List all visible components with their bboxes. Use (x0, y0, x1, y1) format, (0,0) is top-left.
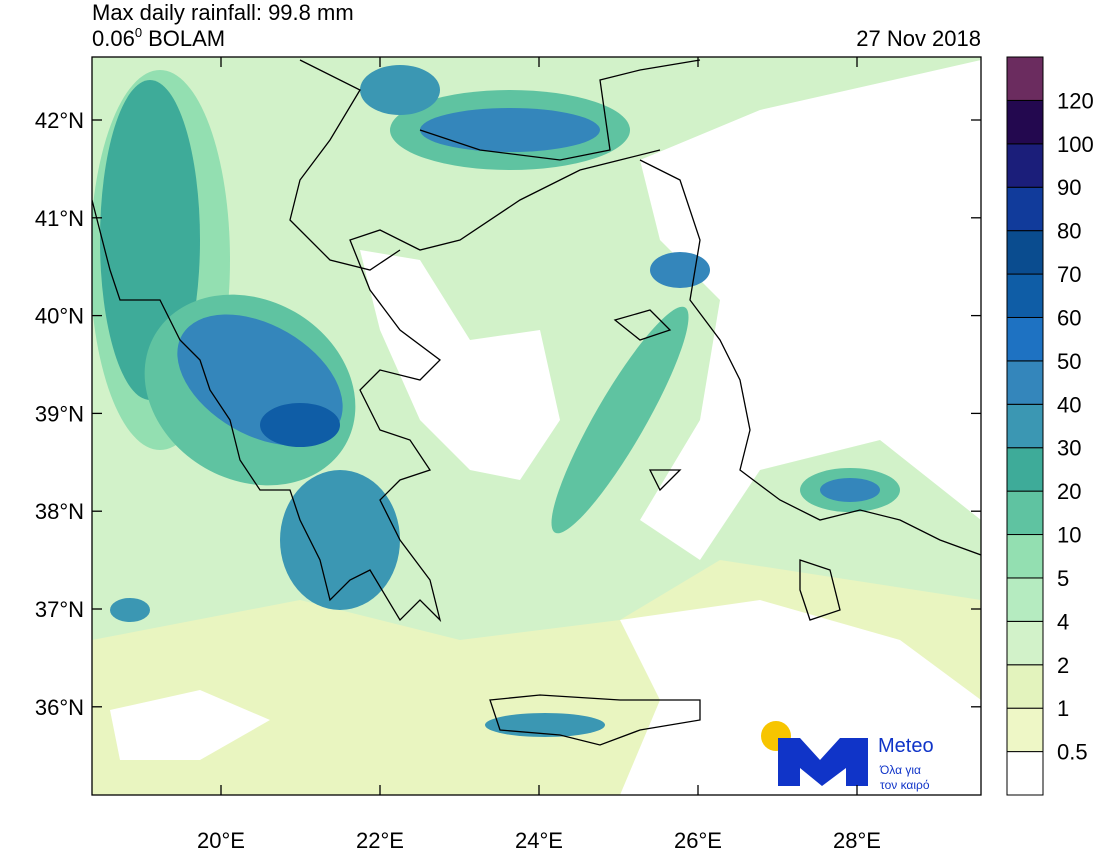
colorbar-box (1006, 230, 1044, 275)
lon-tick-label: 28°E (833, 828, 881, 852)
colorbar-label: 5 (1057, 566, 1069, 591)
colorbar-box (1006, 360, 1044, 405)
colorbar-box (1006, 186, 1044, 232)
date: 27 Nov 2018 (856, 26, 981, 51)
colorbar-label: 100 (1057, 132, 1094, 157)
colorbar-box (1006, 56, 1044, 101)
logo-m (778, 738, 868, 786)
colorbar-box (1006, 316, 1044, 362)
lon-tick-label: 20°E (197, 828, 245, 852)
colorbar-box (1006, 403, 1044, 449)
lon-tick-label: 24°E (515, 828, 563, 852)
colorbar-label: 0.5 (1057, 740, 1088, 765)
logo: Meteo Όλα για τον καιρό (761, 721, 934, 792)
colorbar-label: 40 (1057, 392, 1081, 417)
colorbar-box (1006, 447, 1044, 492)
lon-tick-label: 22°E (356, 828, 404, 852)
colorbar-box (1006, 534, 1044, 579)
logo-tagline: τον καιρό (880, 778, 930, 792)
colorbar-label: 20 (1057, 479, 1081, 504)
colorbar-box (1006, 620, 1044, 666)
rain-field (92, 57, 981, 795)
colorbar-label: 70 (1057, 262, 1081, 287)
colorbar-box (1006, 99, 1044, 145)
colorbar-label: 2 (1057, 653, 1069, 678)
coastlines (92, 59, 981, 746)
map-frame (91, 56, 982, 796)
resolution: 0.06 (92, 26, 135, 51)
colorbar-box (1006, 664, 1044, 709)
lat-tick-label: 36°N (35, 695, 84, 720)
colorbar-label: 60 (1057, 305, 1081, 330)
colorbar-label: 4 (1057, 609, 1069, 634)
colorbar-box (1006, 577, 1044, 622)
lat-tick-label: 38°N (35, 499, 84, 524)
lon-tick-label: 26°E (674, 828, 722, 852)
lat-tick-label: 41°N (35, 206, 84, 231)
colorbar-box (1006, 143, 1044, 188)
title: Max daily rainfall: 99.8 mm (92, 0, 354, 25)
colorbar-label: 90 (1057, 175, 1081, 200)
model-name: BOLAM (148, 26, 225, 51)
colorbar-box (1006, 490, 1044, 536)
colorbar-label: 30 (1057, 436, 1081, 461)
colorbar-box (1006, 751, 1044, 796)
colorbar-label: 10 (1057, 523, 1081, 548)
lat-tick-label: 39°N (35, 401, 84, 426)
logo-tagline: Όλα για (879, 763, 921, 777)
colorbar-label: 120 (1057, 88, 1094, 113)
colorbar-label: 1 (1057, 696, 1069, 721)
lat-tick-label: 40°N (35, 304, 84, 329)
subtitle: 0.060 BOLAM (92, 25, 225, 51)
colorbar-box (1006, 273, 1044, 318)
colorbar-label: 80 (1057, 219, 1081, 244)
logo-name: Meteo (878, 735, 934, 757)
lat-tick-label: 42°N (35, 108, 84, 133)
lat-tick-label: 37°N (35, 597, 84, 622)
degree-sign: 0 (135, 25, 142, 40)
colorbar-box (1006, 707, 1044, 753)
colorbar-label: 50 (1057, 349, 1081, 374)
